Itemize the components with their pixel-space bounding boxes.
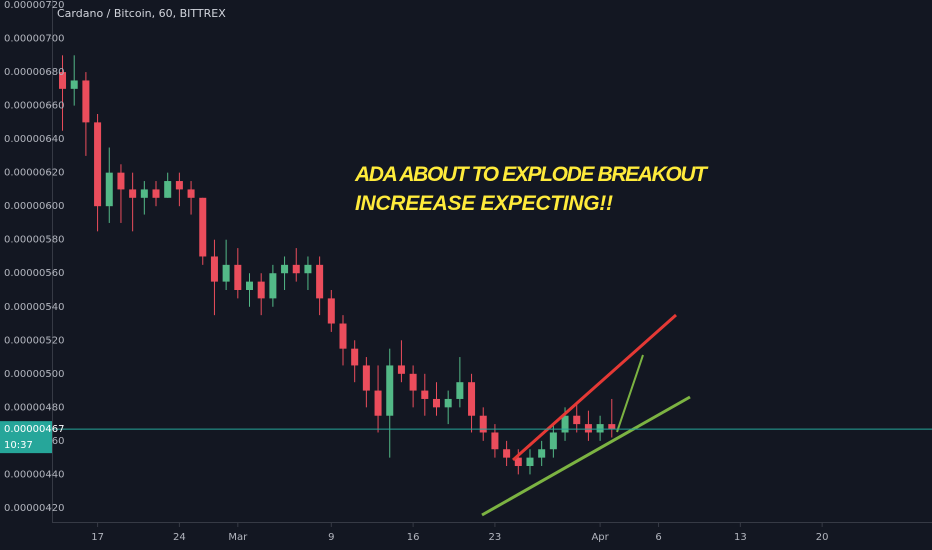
candle-body (538, 449, 546, 458)
y-tick-label: 0.00000520 (4, 335, 64, 346)
y-tick-label: 0.00000500 (4, 369, 64, 380)
x-tick-label: 20 (816, 532, 829, 543)
y-tick-label: 0.00000620 (4, 168, 64, 179)
plot (59, 55, 616, 475)
y-tick-label: 0.00000440 (4, 469, 64, 480)
candle-body (362, 365, 370, 391)
candle-body (94, 122, 102, 207)
candle-body (549, 432, 557, 450)
y-tick-label: 0.00000420 (4, 503, 64, 514)
candle-body (140, 189, 148, 198)
trend-line (616, 354, 644, 433)
candle-body (281, 264, 289, 274)
annotation: ADA ABOUT TO EXPLODE BREAKOUT (354, 163, 709, 186)
trend-line (481, 395, 691, 517)
candle-body (374, 390, 382, 416)
y-tick-label: 0.00000660 (4, 101, 64, 112)
candle-body (503, 449, 511, 458)
x-tick-label: Apr (591, 532, 609, 543)
x-tick-label: 17 (91, 532, 104, 543)
candle-body (82, 80, 90, 123)
candle-body (561, 415, 569, 433)
x-tick-label: 9 (328, 532, 334, 543)
candle-body (327, 298, 335, 324)
candle-body (573, 415, 581, 425)
y-tick-label: 0.00000600 (4, 201, 64, 212)
candle-body (245, 281, 254, 290)
y-tick-label: 0.00000700 (4, 34, 64, 45)
candle-body (339, 323, 347, 349)
candle-body (468, 382, 476, 416)
y-tick-label: 0.00000540 (4, 302, 64, 313)
candle-body (584, 424, 592, 433)
candle-body (269, 273, 277, 299)
candle-body (491, 432, 499, 450)
candle-body (222, 264, 230, 282)
candle-body (526, 457, 534, 467)
annotation: INCREEASE EXPECTING!! (355, 192, 613, 215)
candle-body (316, 264, 324, 299)
x-tick-label: 23 (489, 532, 502, 543)
candle-body (187, 189, 195, 198)
candle-body (152, 189, 160, 198)
last-price-box (0, 421, 52, 454)
x-tick-label: Mar (228, 532, 248, 543)
candle-body (397, 365, 405, 374)
candle-body (164, 181, 172, 198)
trend-line (512, 313, 677, 462)
candle-body (129, 189, 137, 198)
countdown: 10:37 (4, 440, 33, 451)
candle-body (210, 256, 218, 282)
candle-body (432, 398, 440, 408)
candle-body (409, 373, 417, 391)
candle-body (257, 281, 265, 299)
chart-title: Cardano / Bitcoin, 60, BITTREX (57, 7, 226, 20)
candle-body (421, 390, 429, 399)
candle-body (292, 264, 300, 274)
y-tick-label: 0.00000720 (4, 0, 64, 11)
candle-body (304, 264, 312, 274)
candle-body (479, 415, 487, 433)
candle-body (59, 72, 67, 89)
x-tick-label: 13 (734, 532, 747, 543)
candle-body (444, 398, 452, 408)
candle-body (117, 172, 125, 190)
y-tick-label: 0.00000480 (4, 402, 64, 413)
y-tick-label: 0.00000680 (4, 67, 64, 78)
last-price-label: 0.00000467 (4, 424, 64, 435)
candle-body (608, 424, 616, 430)
candle-body (596, 424, 604, 433)
candle-body (456, 382, 464, 399)
candle-body (70, 80, 78, 89)
y-tick-label: 0.00000580 (4, 235, 64, 246)
x-tick-label: 16 (407, 532, 420, 543)
x-tick-label: 6 (655, 532, 661, 543)
candle-body (199, 197, 207, 257)
candle-body (175, 181, 183, 190)
candle-body (105, 172, 113, 207)
x-tick-label: 24 (173, 532, 186, 543)
y-tick-label: 0.00000560 (4, 268, 64, 279)
candle-body (234, 264, 242, 290)
y-tick-label: 0.00000640 (4, 134, 64, 145)
candle-body (386, 365, 394, 416)
candle-body (514, 457, 522, 467)
candle-body (351, 348, 359, 366)
